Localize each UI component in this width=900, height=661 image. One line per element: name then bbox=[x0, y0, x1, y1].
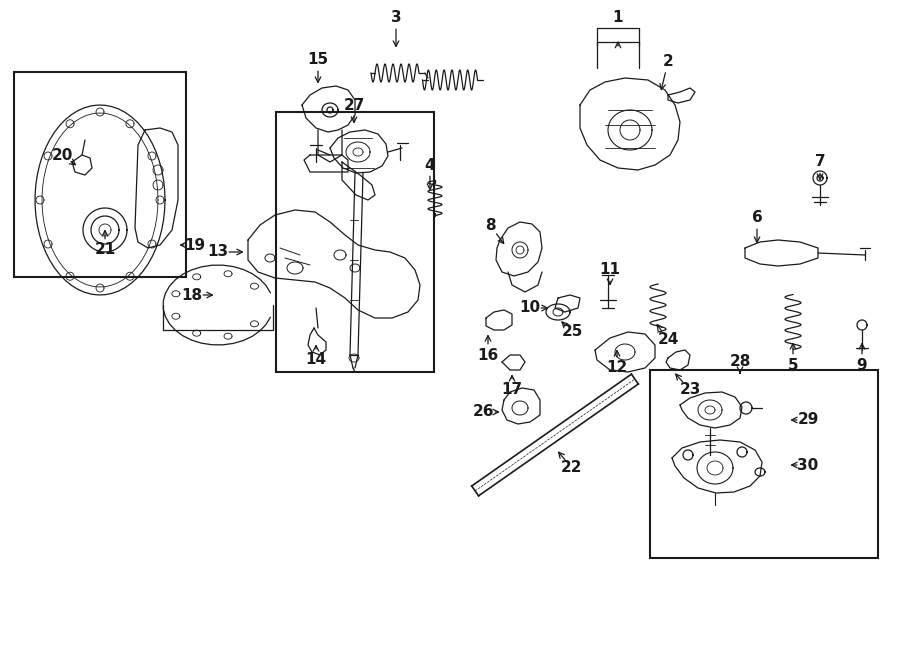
Text: 19: 19 bbox=[184, 237, 205, 253]
Text: 12: 12 bbox=[607, 360, 627, 375]
Bar bbox=[14, 72, 186, 277]
Text: 15: 15 bbox=[308, 52, 328, 67]
Text: 16: 16 bbox=[477, 348, 499, 362]
Text: 20: 20 bbox=[51, 147, 73, 163]
Text: 21: 21 bbox=[94, 243, 115, 258]
Text: 3: 3 bbox=[391, 11, 401, 26]
Text: 13: 13 bbox=[207, 245, 229, 260]
Text: 6: 6 bbox=[752, 210, 762, 225]
Text: 2: 2 bbox=[662, 54, 673, 69]
Text: 17: 17 bbox=[501, 383, 523, 397]
Bar bbox=[650, 370, 878, 558]
Text: 26: 26 bbox=[473, 405, 495, 420]
Text: 10: 10 bbox=[519, 301, 541, 315]
Text: 28: 28 bbox=[729, 354, 751, 369]
Bar bbox=[276, 112, 434, 372]
Text: 9: 9 bbox=[857, 358, 868, 373]
Text: 22: 22 bbox=[562, 461, 583, 475]
Text: 11: 11 bbox=[599, 262, 620, 278]
Text: 8: 8 bbox=[485, 217, 495, 233]
Text: 30: 30 bbox=[797, 457, 819, 473]
Text: 14: 14 bbox=[305, 352, 327, 368]
Text: 7: 7 bbox=[814, 155, 825, 169]
Text: 25: 25 bbox=[562, 325, 582, 340]
Text: 27: 27 bbox=[343, 98, 364, 112]
Text: 18: 18 bbox=[182, 288, 202, 303]
Text: 5: 5 bbox=[788, 358, 798, 373]
Text: 29: 29 bbox=[797, 412, 819, 428]
Text: 1: 1 bbox=[613, 11, 623, 26]
Text: 23: 23 bbox=[680, 383, 701, 397]
Text: 4: 4 bbox=[425, 157, 436, 173]
Text: 24: 24 bbox=[657, 332, 679, 348]
